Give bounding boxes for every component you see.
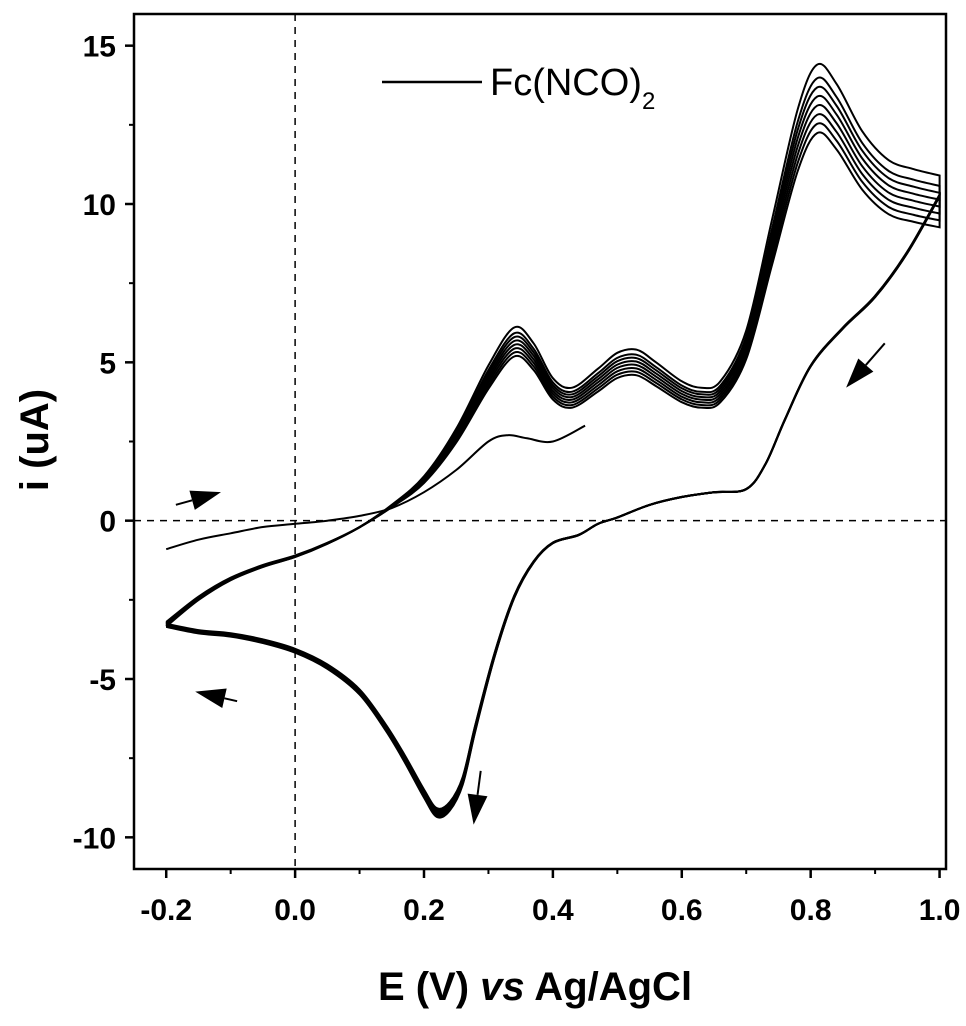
cycle-curve	[165, 122, 941, 810]
cycle-curve	[165, 85, 941, 813]
y-tick-label: 15	[83, 31, 116, 64]
y-axis-ticks: -10 -5 0 5 10 15	[73, 31, 134, 855]
x-tick-label: 0.0	[274, 894, 316, 927]
cycle-curve	[165, 131, 941, 816]
svg-text:Fc(NCO)2: Fc(NCO)2	[490, 62, 655, 115]
x-axis-ticks: -0.2 0.0 0.2 0.4 0.6 0.8 1.0	[140, 869, 960, 927]
scan-arrow-head	[189, 490, 221, 510]
x-tick-label: 0.6	[661, 894, 703, 927]
y-tick-label: 10	[83, 189, 116, 222]
scan-arrow-head	[195, 688, 227, 709]
curves-group	[165, 62, 941, 819]
y-tick-label: -10	[73, 822, 116, 855]
x-tick-label: -0.2	[140, 894, 192, 927]
cycle-curve	[165, 62, 941, 814]
scan-arrow-shaft	[175, 499, 193, 506]
y-axis-title: i (uA)	[13, 389, 57, 491]
scan-direction-arrows	[175, 342, 886, 825]
y-tick-label: 5	[99, 347, 116, 380]
cycle-curve	[165, 76, 941, 819]
cycle-curve	[165, 94, 941, 818]
x-tick-label: 0.2	[403, 894, 445, 927]
y-tick-label: -5	[89, 664, 116, 697]
x-tick-label: 0.4	[532, 894, 574, 927]
legend-label: Fc(NCO)	[490, 62, 642, 104]
scan-arrow-shaft	[476, 770, 482, 796]
cycle-curve	[165, 103, 941, 812]
y-tick-label: 0	[99, 506, 116, 539]
scan-arrow-shaft	[865, 342, 886, 366]
legend-label-subscript: 2	[642, 88, 655, 115]
scan-arrow-head	[846, 358, 874, 388]
x-tick-label: 1.0	[919, 894, 961, 927]
scan-arrow-shaft	[224, 697, 238, 703]
first-scan-curve	[165, 424, 586, 551]
x-tick-label: 0.8	[790, 894, 832, 927]
scan-arrow-head	[467, 793, 488, 825]
legend: Fc(NCO)2	[382, 62, 655, 115]
cycle-curve	[165, 113, 941, 817]
x-axis-title: E (V) vs Ag/AgCl	[378, 965, 692, 1009]
